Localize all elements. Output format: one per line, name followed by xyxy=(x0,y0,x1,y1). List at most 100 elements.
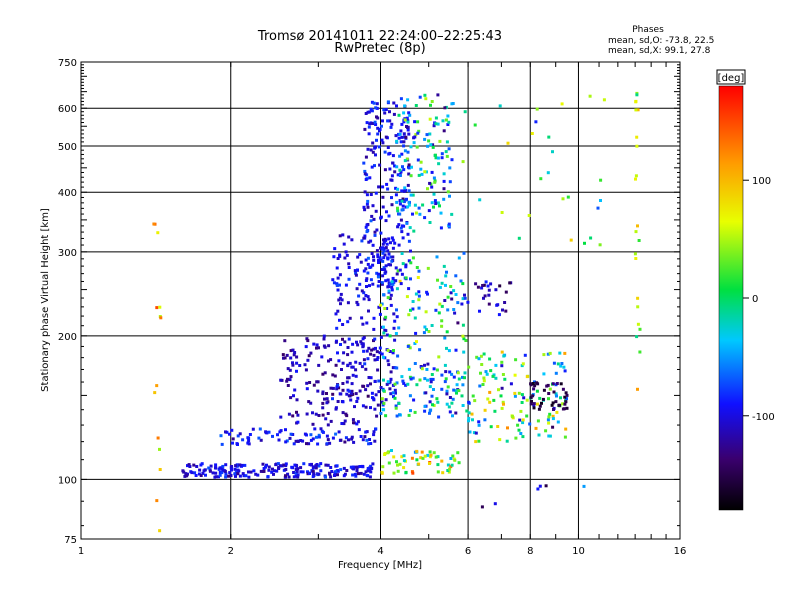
data-point xyxy=(286,472,290,476)
data-point xyxy=(423,325,427,329)
data-point xyxy=(394,279,398,283)
chart-subtitle: RwPretec (8p) xyxy=(334,41,425,56)
data-point xyxy=(331,278,335,282)
data-point xyxy=(389,125,393,129)
data-point xyxy=(360,289,364,293)
data-point xyxy=(219,434,223,438)
data-point xyxy=(394,332,398,335)
data-point xyxy=(383,317,387,321)
data-point xyxy=(373,358,377,362)
data-point xyxy=(413,410,417,414)
data-point xyxy=(386,451,390,455)
data-point xyxy=(411,300,415,303)
data-point xyxy=(293,388,297,392)
data-point xyxy=(488,400,492,404)
data-point xyxy=(400,199,404,203)
data-point xyxy=(542,372,546,376)
data-point xyxy=(346,320,350,324)
data-point xyxy=(505,439,509,443)
data-point xyxy=(369,442,373,445)
x-tick-label: 6 xyxy=(465,546,471,557)
data-point xyxy=(329,358,333,362)
data-point xyxy=(354,273,358,277)
data-point xyxy=(450,158,454,162)
data-point xyxy=(348,361,352,365)
data-point xyxy=(531,382,535,385)
data-point xyxy=(331,436,335,440)
data-point xyxy=(636,224,639,228)
data-point xyxy=(477,420,481,424)
data-point xyxy=(452,289,456,293)
data-point xyxy=(467,419,470,423)
data-point xyxy=(271,434,274,438)
data-point xyxy=(363,169,367,173)
data-point xyxy=(233,467,237,471)
data-point xyxy=(372,217,376,221)
data-point xyxy=(405,197,408,201)
data-point xyxy=(438,139,442,143)
data-point xyxy=(486,397,490,401)
data-point xyxy=(423,363,426,367)
data-point xyxy=(409,261,413,265)
data-point xyxy=(410,165,413,169)
data-point xyxy=(400,375,404,379)
data-point xyxy=(394,193,398,197)
data-point xyxy=(342,422,346,426)
data-point xyxy=(425,290,429,294)
data-point xyxy=(520,401,524,404)
data-point xyxy=(454,293,458,296)
data-point xyxy=(354,271,358,275)
data-point xyxy=(598,243,602,247)
data-point xyxy=(344,250,348,254)
data-point xyxy=(287,412,291,416)
data-point xyxy=(306,339,310,343)
data-point xyxy=(261,462,265,466)
data-point xyxy=(478,309,481,313)
data-point xyxy=(558,403,562,407)
data-point xyxy=(417,306,421,310)
data-point xyxy=(405,157,409,161)
data-point xyxy=(481,284,485,287)
data-point xyxy=(309,433,313,437)
data-point xyxy=(462,337,466,341)
data-point xyxy=(364,178,368,181)
data-point xyxy=(346,353,350,357)
data-point xyxy=(446,190,450,194)
data-point xyxy=(353,269,357,273)
data-point xyxy=(374,153,377,157)
data-point xyxy=(461,375,464,379)
data-point xyxy=(463,376,466,380)
data-point xyxy=(408,113,412,117)
data-point xyxy=(383,111,387,115)
x-tick-label: 1 xyxy=(78,546,84,557)
data-point xyxy=(395,414,399,418)
data-point xyxy=(544,484,548,488)
x-tick-label: 4 xyxy=(377,546,383,557)
data-point xyxy=(396,206,399,210)
data-point xyxy=(360,316,364,320)
data-point xyxy=(305,387,309,391)
data-point xyxy=(381,325,385,329)
data-point xyxy=(436,470,440,474)
data-point xyxy=(363,190,367,194)
data-point xyxy=(484,280,488,284)
data-point xyxy=(400,252,404,255)
data-point xyxy=(530,399,533,403)
data-point xyxy=(404,265,408,269)
data-point xyxy=(551,382,555,386)
data-point xyxy=(430,373,434,376)
data-point xyxy=(380,400,384,404)
data-point xyxy=(432,176,436,180)
data-point xyxy=(465,409,469,413)
data-point xyxy=(447,120,451,124)
data-point xyxy=(295,355,299,359)
data-point xyxy=(396,209,400,213)
data-point xyxy=(292,442,296,446)
data-point xyxy=(374,123,378,126)
data-point xyxy=(336,288,340,292)
data-point xyxy=(365,321,369,325)
data-point xyxy=(292,475,296,479)
data-point xyxy=(445,270,448,274)
data-point xyxy=(441,119,445,123)
data-point xyxy=(294,474,298,478)
